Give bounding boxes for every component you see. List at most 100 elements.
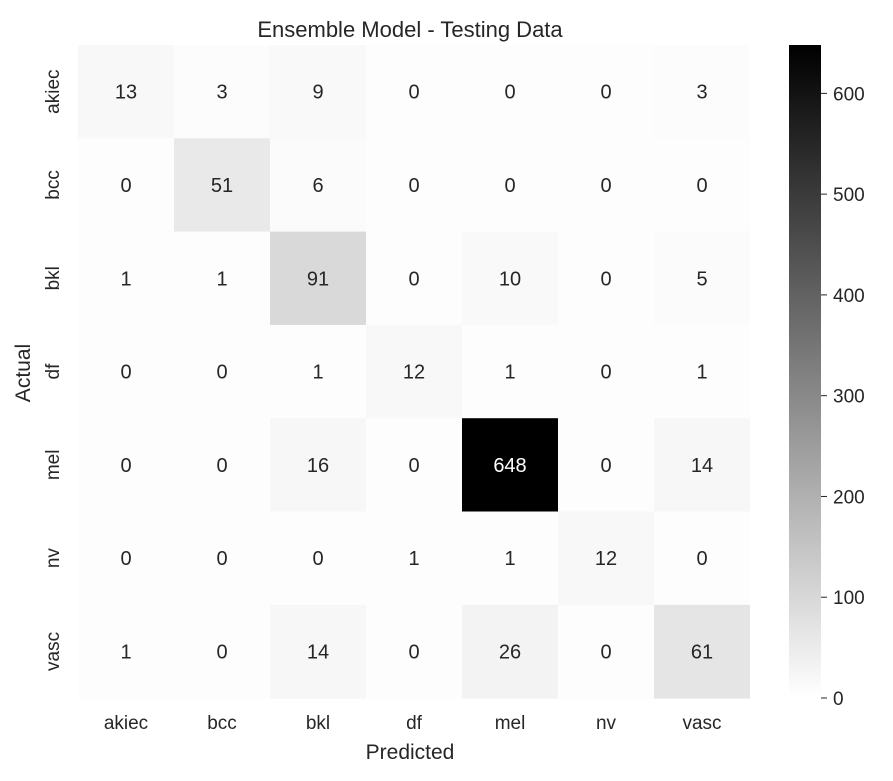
heatmap-cell-akiec-df bbox=[366, 45, 462, 139]
heatmap-cell-df-nv bbox=[558, 324, 654, 419]
cell-value-label: 61 bbox=[691, 641, 713, 663]
heatmap-cell-akiec-akiec bbox=[78, 45, 174, 139]
cell-value-label: 1 bbox=[216, 268, 227, 290]
row-tick-label-akiec: akiec bbox=[43, 69, 64, 113]
heatmap-cell-vasc-nv bbox=[558, 604, 654, 699]
chart-title: Ensemble Model - Testing Data bbox=[257, 17, 563, 42]
cell-value-label: 0 bbox=[408, 455, 419, 477]
cell-value-label: 0 bbox=[120, 455, 131, 477]
cell-value-label: 0 bbox=[600, 268, 611, 290]
heatmap-cell-vasc-df bbox=[366, 604, 462, 699]
heatmap-cell-bkl-nv bbox=[558, 231, 654, 326]
cell-value-label: 5 bbox=[696, 268, 707, 290]
cell-value-label: 26 bbox=[499, 641, 521, 663]
colorbar-tick-label: 0 bbox=[833, 689, 844, 710]
heatmap-cell-akiec-bcc bbox=[174, 45, 270, 139]
heatmap-cell-df-akiec bbox=[78, 324, 174, 419]
heatmap-cell-nv-nv bbox=[558, 511, 654, 606]
colorbar-tick-label: 500 bbox=[833, 185, 865, 206]
heatmap-cell-df-vasc bbox=[654, 324, 750, 419]
heatmap-cell-df-mel bbox=[462, 324, 558, 419]
cell-value-label: 13 bbox=[115, 82, 137, 104]
cell-value-label: 0 bbox=[696, 548, 707, 570]
heatmap-cell-vasc-bkl bbox=[270, 604, 366, 699]
heatmap-cell-mel-df bbox=[366, 418, 462, 512]
col-tick-label-bcc: bcc bbox=[207, 713, 237, 734]
cell-value-label: 0 bbox=[408, 82, 419, 104]
cell-value-label: 6 bbox=[312, 175, 323, 197]
heatmap-cell-bkl-bkl bbox=[270, 231, 366, 326]
cell-value-label: 0 bbox=[120, 548, 131, 570]
colorbar-tick-label: 100 bbox=[833, 588, 865, 609]
heatmap-cell-mel-bcc bbox=[174, 418, 270, 512]
heatmap-cell-mel-nv bbox=[558, 418, 654, 512]
col-tick-label-nv: nv bbox=[596, 713, 617, 734]
heatmap-cell-mel-akiec bbox=[78, 418, 174, 512]
heatmap-cell-vasc-mel bbox=[462, 604, 558, 699]
heatmap-cell-bcc-mel bbox=[462, 138, 558, 233]
heatmap-cell-vasc-vasc bbox=[654, 604, 750, 699]
heatmap-cell-vasc-bcc bbox=[174, 604, 270, 699]
cell-value-label: 0 bbox=[600, 641, 611, 663]
cell-value-label: 3 bbox=[216, 82, 227, 104]
cell-value-label: 91 bbox=[307, 268, 329, 290]
heatmap-cell-akiec-bkl bbox=[270, 45, 366, 139]
col-tick-labels: akiec bcc bkl df mel nv vasc bbox=[104, 713, 722, 734]
colorbar-tick-label: 300 bbox=[833, 387, 865, 408]
heatmap-cell-bkl-vasc bbox=[654, 231, 750, 326]
heatmap-cell-nv-df bbox=[366, 511, 462, 606]
cell-value-label: 0 bbox=[408, 268, 419, 290]
cell-value-label: 1 bbox=[504, 548, 515, 570]
cell-value-label: 1 bbox=[696, 362, 707, 384]
heatmap-cell-akiec-mel bbox=[462, 45, 558, 139]
heatmap-cell-vasc-akiec bbox=[78, 604, 174, 699]
y-axis-label: Actual bbox=[12, 344, 35, 402]
col-tick-label-df: df bbox=[406, 713, 423, 734]
heatmap-cell-bcc-akiec bbox=[78, 138, 174, 233]
colorbar-ticks: 0 100 200 300 400 500 600 bbox=[821, 84, 865, 710]
cell-value-label: 0 bbox=[504, 175, 515, 197]
row-tick-label-nv: nv bbox=[43, 548, 64, 569]
cell-value-label: 0 bbox=[216, 641, 227, 663]
heatmap-cell-nv-mel bbox=[462, 511, 558, 606]
col-tick-label-mel: mel bbox=[495, 713, 526, 734]
row-tick-label-mel: mel bbox=[43, 450, 64, 481]
cell-value-label: 14 bbox=[691, 455, 713, 477]
heatmap-cell-mel-vasc bbox=[654, 418, 750, 512]
cell-value-label: 0 bbox=[120, 362, 131, 384]
heatmap-cell-bcc-nv bbox=[558, 138, 654, 233]
heatmap-cell-df-df bbox=[366, 324, 462, 419]
cell-value-label: 1 bbox=[504, 362, 515, 384]
heatmap-cell-bkl-mel bbox=[462, 231, 558, 326]
col-tick-label-vasc: vasc bbox=[682, 713, 721, 734]
heatmap-cell-nv-akiec bbox=[78, 511, 174, 606]
cell-value-label: 9 bbox=[312, 82, 323, 104]
heatmap-cell-akiec-nv bbox=[558, 45, 654, 139]
cell-value-label: 12 bbox=[403, 362, 425, 384]
heatmap-cell-labels: 13 3 9 0 0 0 30 51 6 0 0 0 01 1 91 0 10 0 50 0 1 12 1 0 10 0 16 0 64… bbox=[115, 82, 713, 664]
cell-value-label: 1 bbox=[120, 641, 131, 663]
heatmap-cell-bcc-bkl bbox=[270, 138, 366, 233]
col-tick-label-bkl: bkl bbox=[306, 713, 330, 734]
cell-value-label: 10 bbox=[499, 268, 521, 290]
heatmap-cell-mel-bkl bbox=[270, 418, 366, 512]
cell-value-label: 0 bbox=[312, 548, 323, 570]
cell-value-label: 1 bbox=[312, 362, 323, 384]
heatmap-cell-bkl-df bbox=[366, 231, 462, 326]
cell-value-label: 12 bbox=[595, 548, 617, 570]
cell-value-label: 0 bbox=[216, 455, 227, 477]
cell-value-label: 0 bbox=[600, 362, 611, 384]
cell-value-label: 0 bbox=[216, 548, 227, 570]
cell-value-label: 0 bbox=[504, 82, 515, 104]
heatmap-cell-nv-vasc bbox=[654, 511, 750, 606]
cell-value-label: 16 bbox=[307, 455, 329, 477]
row-tick-label-vasc: vasc bbox=[43, 632, 64, 671]
cell-value-label: 1 bbox=[408, 548, 419, 570]
x-axis-label: Predicted bbox=[366, 741, 455, 764]
row-tick-label-bkl: bkl bbox=[43, 266, 64, 290]
cell-value-label: 1 bbox=[120, 268, 131, 290]
colorbar-tick-label: 400 bbox=[833, 286, 865, 307]
col-tick-label-akiec: akiec bbox=[104, 713, 148, 734]
heatmap-cell-nv-bkl bbox=[270, 511, 366, 606]
